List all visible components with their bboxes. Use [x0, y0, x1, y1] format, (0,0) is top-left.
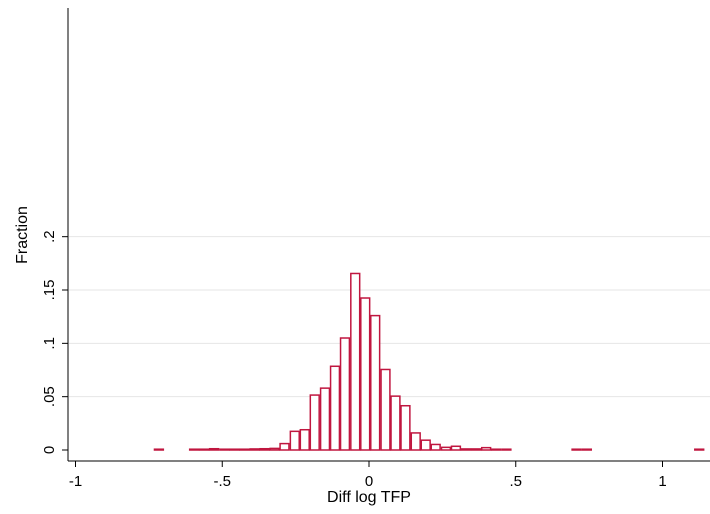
y-axis-title: Fraction: [14, 206, 31, 264]
histogram-bar-26: [440, 446, 452, 451]
histogram-bar-30: [480, 446, 492, 451]
histogram-bar-27: [450, 445, 462, 451]
histogram-bar-14: [319, 387, 331, 451]
x-tick-label-4: 1: [658, 473, 666, 490]
tick-marks-and-labels: -1 -.5 0 .5 1 0 .05 .1 .15 .2: [41, 230, 667, 490]
histogram-bar-1: [188, 448, 200, 451]
histogram-bar-11: [289, 430, 300, 451]
histogram-bar-8: [259, 447, 270, 451]
histogram-bar-6: [239, 448, 250, 451]
histogram-bar-23: [410, 432, 421, 451]
y-tick-label-0: 0: [41, 446, 58, 454]
histogram-bar-2: [198, 448, 210, 451]
x-tick-label-1: -.5: [213, 473, 231, 490]
histogram-bar-10: [279, 442, 290, 451]
histogram-bar-21: [390, 395, 401, 451]
histogram-bar-9: [269, 447, 280, 451]
y-tick-label-2: .1: [41, 337, 58, 350]
histogram-bar-22: [400, 404, 411, 451]
histogram-bar-20: [380, 368, 391, 451]
histogram-bar-34: [581, 448, 593, 451]
histogram-bar-32: [501, 448, 512, 451]
histogram-bar-13: [309, 394, 320, 451]
histogram-bar-17: [350, 272, 361, 451]
axes: [67, 8, 710, 462]
histogram-bar-3: [208, 447, 220, 451]
histogram-bar-25: [430, 443, 441, 451]
histogram-bar-18: [360, 297, 371, 451]
x-tick-label-2: 0: [365, 473, 373, 490]
histogram-bar-24: [420, 439, 431, 451]
y-tick-label-4: .2: [41, 230, 58, 243]
histogram-bar-29: [470, 448, 482, 451]
histogram-bars: [153, 272, 705, 451]
y-tick-label-3: .15: [41, 280, 58, 301]
histogram-bar-35: [694, 448, 705, 451]
x-axis-title: Diff log TFP: [327, 489, 411, 506]
histogram-bar-33: [571, 448, 582, 451]
histogram-bar-0: [153, 448, 165, 451]
x-tick-label-3: .5: [509, 473, 522, 490]
histogram-bar-15: [329, 365, 341, 451]
histogram-bar-31: [490, 448, 502, 451]
y-tick-label-1: .05: [41, 386, 58, 407]
histogram-bar-19: [370, 314, 381, 451]
histogram-bar-16: [339, 337, 351, 451]
gridlines: [69, 236, 710, 398]
histogram-bar-5: [229, 448, 240, 451]
histogram-bar-12: [299, 428, 310, 451]
histogram-bar-7: [249, 448, 260, 451]
histogram-bar-4: [219, 448, 230, 451]
histogram-bar-28: [460, 448, 472, 451]
x-tick-label-0: -1: [69, 473, 82, 490]
